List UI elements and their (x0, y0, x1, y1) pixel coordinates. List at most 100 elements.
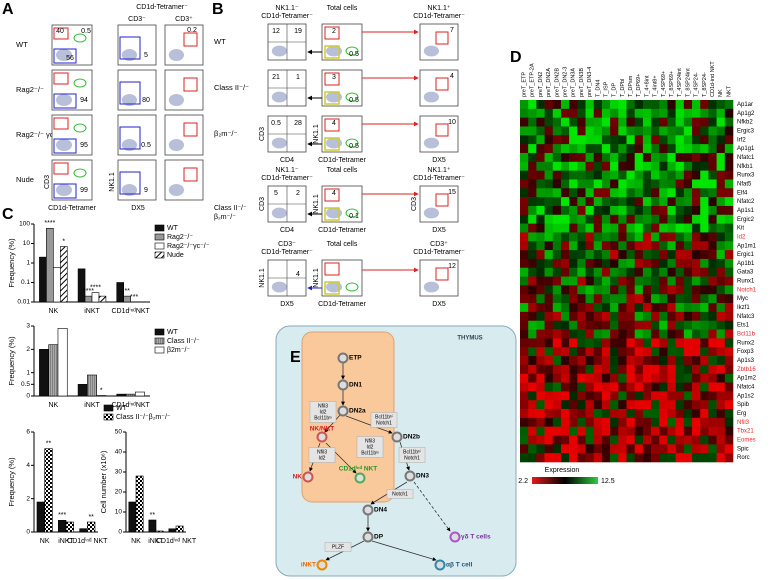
heatmap-cell (675, 364, 685, 375)
heatmap-cell (659, 205, 668, 216)
axis-label: CD3 (259, 197, 266, 211)
heatmap-cell (675, 382, 685, 392)
heatmap-cell (642, 126, 652, 136)
heatmap-cell (683, 373, 693, 383)
heatmap-cell (634, 276, 644, 286)
heatmap-cell (610, 303, 619, 313)
cell-cloud (326, 281, 342, 293)
heatmap-cell (708, 444, 717, 454)
heatmap-cell (626, 188, 635, 198)
heatmap-cell (716, 320, 726, 330)
bar (84, 295, 93, 303)
heatmap-cell (577, 303, 586, 313)
heatmap-cell (577, 197, 586, 207)
gene-label: Ets1 (737, 323, 750, 329)
significance: ** (124, 288, 130, 295)
heatmap-cell (577, 258, 586, 269)
heatmap-cell (585, 250, 595, 260)
heatmap-cell (667, 126, 676, 136)
row-label: Rag2⁻/⁻ (16, 85, 44, 94)
heatmap-cell (675, 338, 685, 348)
heatmap-cell (700, 409, 709, 419)
heatmap-cell (577, 453, 586, 463)
y-tick-label: 50 (115, 429, 123, 436)
heatmap-cell (520, 214, 529, 224)
legend-label: Class II⁻/⁻β₂m⁻/⁻ (116, 414, 171, 421)
cell-cloud (56, 139, 72, 151)
heatmap-cell (708, 144, 717, 154)
heatmap-cell (716, 170, 726, 180)
heatmap-cell (708, 267, 717, 277)
heatmap-cell (626, 426, 635, 436)
heatmap-cell (593, 205, 603, 216)
heatmap-cell (667, 214, 676, 224)
heatmap-cell (520, 258, 529, 269)
heatmap-cell (552, 179, 562, 189)
heatmap-cell (716, 205, 726, 216)
heatmap-cell (528, 364, 537, 375)
heatmap-cell (626, 303, 635, 313)
heatmap-cell (593, 126, 603, 136)
box-label: Bcl11bˡᵒ (361, 450, 379, 456)
heatmap-cell (692, 409, 701, 419)
box (308, 447, 336, 463)
heatmap-cell (708, 329, 717, 339)
row-label: WT (214, 37, 226, 46)
heatmap-cell (585, 338, 595, 348)
heatmap-cell (577, 126, 586, 136)
heatmap-cell (601, 223, 611, 233)
heatmap-cell (692, 161, 701, 171)
heatmap-cell (560, 214, 570, 224)
heatmap-cell (569, 285, 578, 295)
heatmap-cell (634, 161, 644, 171)
heatmap-cell (700, 161, 709, 171)
heatmap-cell (569, 161, 578, 171)
heatmap-cell (560, 373, 570, 383)
heatmap-cell (667, 267, 676, 277)
heatmap-cell (700, 320, 709, 330)
heatmap-cell (520, 356, 529, 366)
heatmap-cell (618, 223, 627, 233)
gene-label: Ap1s3 (737, 358, 755, 364)
heatmap-cell (520, 144, 529, 154)
heatmap-cell (560, 197, 570, 207)
heatmap-cell (520, 108, 529, 118)
heatmap-cell (659, 126, 668, 136)
heatmap-cell (569, 223, 578, 233)
heatmap-cell (552, 435, 562, 445)
heatmap-cell (651, 258, 660, 269)
heatmap-cell (610, 152, 619, 163)
y-tick-label: 4 (26, 462, 30, 469)
heatmap-cell (724, 223, 734, 233)
cell-cloud (326, 91, 342, 103)
heatmap-cell (569, 400, 578, 410)
heatmap-cell (536, 417, 545, 427)
heatmap-cell (552, 108, 562, 118)
heatmap-cell (626, 338, 635, 348)
heatmap-cell (618, 373, 627, 383)
heatmap-cell (601, 329, 611, 339)
gate-value: 21 (272, 74, 280, 81)
heatmap-cell (667, 409, 676, 419)
heatmap-cell (626, 409, 635, 419)
column-header: NK1.1⁺ (427, 5, 450, 12)
heatmap-cell (569, 144, 578, 154)
heatmap-cell (536, 400, 545, 410)
heatmap-cell (610, 311, 619, 322)
heatmap-cell (683, 329, 693, 339)
heatmap-cell (593, 144, 603, 154)
gate (53, 72, 69, 85)
heatmap-cell (716, 303, 726, 313)
heatmap-cell (577, 108, 586, 118)
axis-label: DX5 (432, 301, 446, 308)
heatmap-cell (634, 391, 644, 401)
legend-label: Rag2⁻/⁻ (167, 234, 193, 241)
heatmap-cell (692, 320, 701, 330)
axis-label: CD3 (44, 175, 51, 189)
heatmap-cell (659, 117, 668, 127)
heatmap-cell (544, 276, 554, 286)
heatmap-cell (651, 382, 660, 392)
heatmap-cell (618, 400, 627, 410)
heatmap-cell (700, 347, 709, 357)
gate-value: 0.5 (349, 97, 359, 104)
